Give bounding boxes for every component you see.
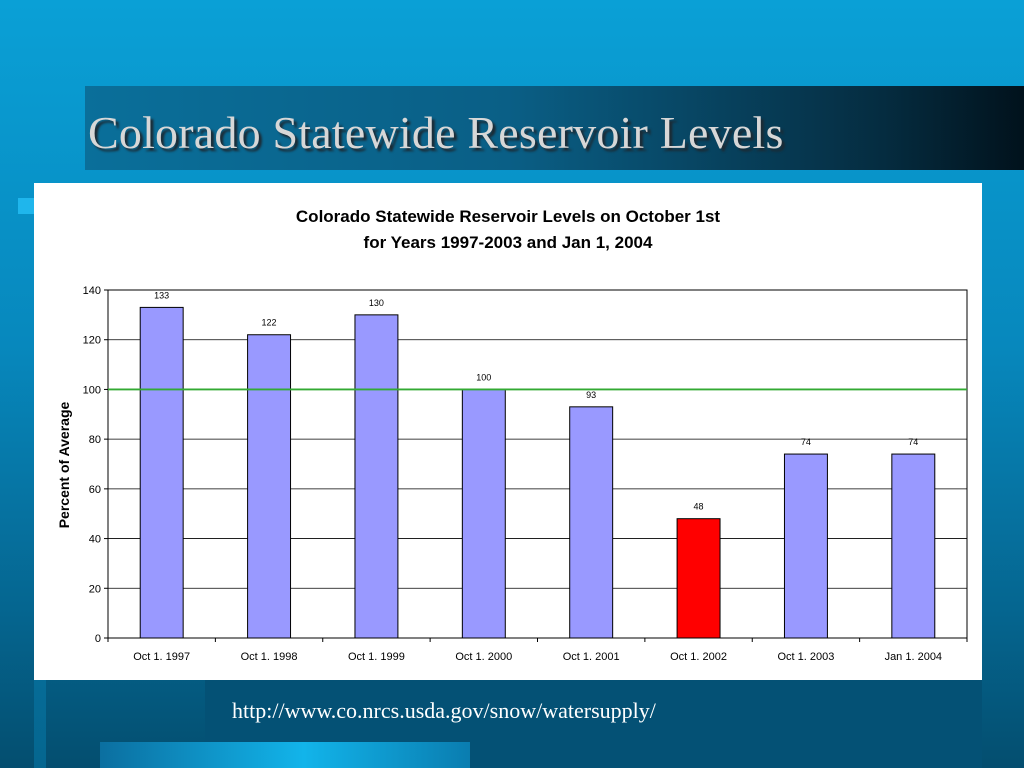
decor-bar-bottom xyxy=(100,742,470,768)
bar xyxy=(569,406,614,639)
y-tick-label: 120 xyxy=(83,335,101,347)
y-tick-label: 20 xyxy=(89,583,101,595)
data-label: 48 xyxy=(694,502,704,512)
data-label: 93 xyxy=(586,390,596,400)
y-axis-label: Percent of Average xyxy=(56,402,72,529)
data-label: 133 xyxy=(154,290,169,300)
chart-panel: Colorado Statewide Reservoir Levels on O… xyxy=(34,183,982,680)
y-tick-label: 140 xyxy=(83,285,101,297)
data-label: 100 xyxy=(476,372,491,382)
bar xyxy=(891,453,936,639)
y-tick-label: 80 xyxy=(89,434,101,446)
x-tick-label: Oct 1. 1998 xyxy=(241,651,298,663)
x-tick-label: Oct 1. 1997 xyxy=(133,651,190,663)
title-band xyxy=(85,86,1024,170)
x-tick-label: Oct 1. 2000 xyxy=(455,651,512,663)
y-tick-label: 40 xyxy=(89,534,101,546)
x-tick-label: Jan 1. 2004 xyxy=(885,651,943,663)
y-tick-label: 100 xyxy=(83,384,101,396)
bar xyxy=(461,388,506,639)
plot-frame xyxy=(107,289,968,639)
bar xyxy=(139,306,184,639)
x-tick-label: Oct 1. 2002 xyxy=(670,651,727,663)
chart-title-line-1: Colorado Statewide Reservoir Levels on O… xyxy=(296,207,721,226)
slide-title: Colorado Statewide Reservoir Levels xyxy=(88,107,784,158)
bar xyxy=(247,334,292,639)
source-url[interactable]: http://www.co.nrcs.usda.gov/snow/watersu… xyxy=(232,698,656,723)
data-label: 74 xyxy=(908,437,918,447)
x-tick-label: Oct 1. 2003 xyxy=(778,651,835,663)
bar xyxy=(354,314,399,639)
data-label: 122 xyxy=(262,318,277,328)
chart-title-line-2: for Years 1997-2003 and Jan 1, 2004 xyxy=(364,233,653,252)
bar-chart: Colorado Statewide Reservoir Levels on O… xyxy=(56,207,968,663)
bar xyxy=(676,518,721,639)
plot-area: 0 20 40 60 80 100 120 140 133 Oct 1. 1997 122 Oct 1… xyxy=(83,285,968,663)
x-tick-label: Oct 1. 2001 xyxy=(563,651,620,663)
decor-square xyxy=(18,198,34,214)
data-label: 74 xyxy=(801,437,811,447)
y-tick-label: 60 xyxy=(89,484,101,496)
x-tick-label: Oct 1. 1999 xyxy=(348,651,405,663)
data-label: 130 xyxy=(369,298,384,308)
y-tick-label: 0 xyxy=(95,633,101,645)
bar xyxy=(783,453,828,639)
